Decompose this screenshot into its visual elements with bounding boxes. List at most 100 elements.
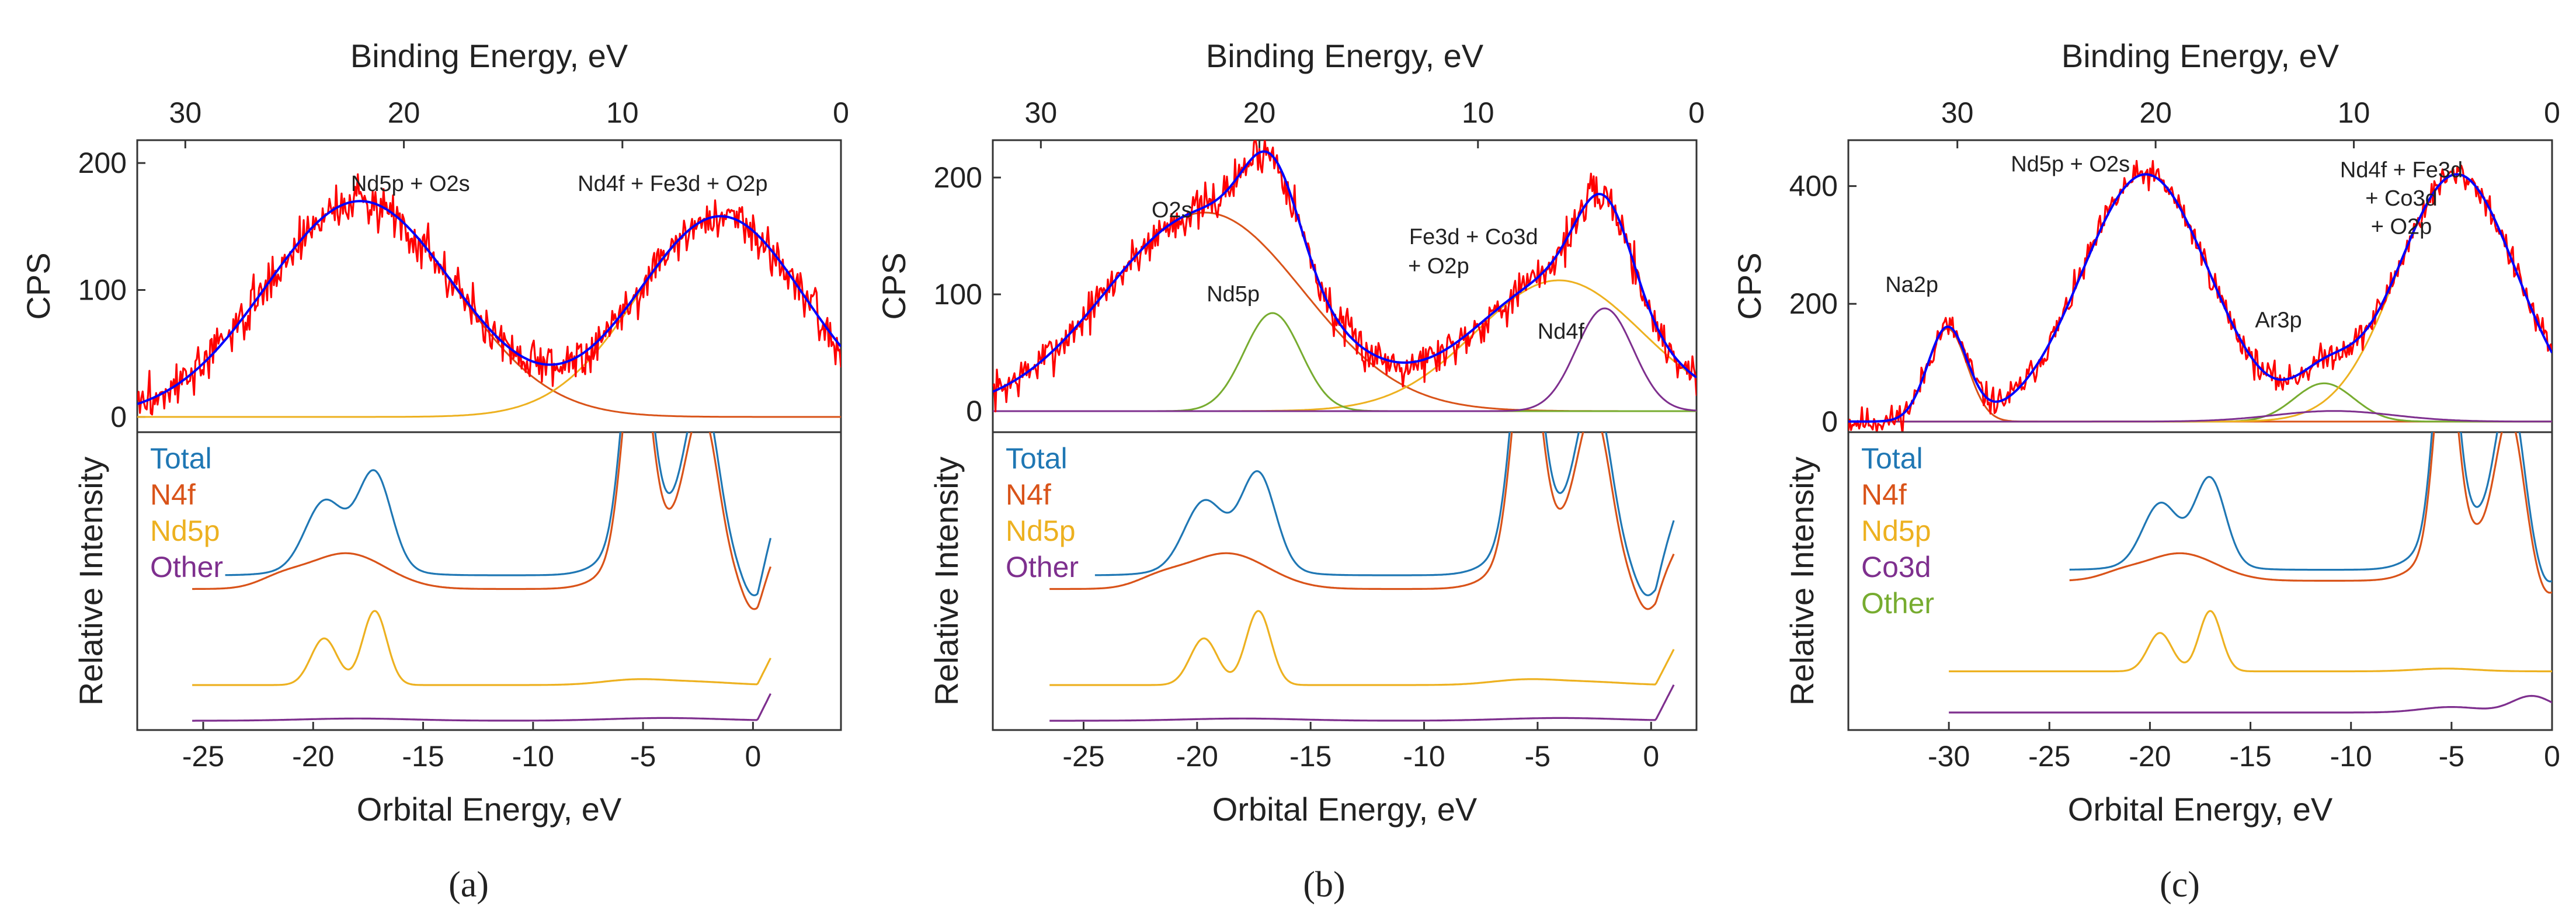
peak-annotation: Nd5p xyxy=(1207,282,1260,307)
cps-axis-title: CPS xyxy=(875,252,912,319)
cps-tick-label: 0 xyxy=(1821,405,1838,438)
top-series-na2p xyxy=(1848,328,2552,423)
bottom-curves xyxy=(192,432,772,722)
orbital-energy-tick-label: -5 xyxy=(630,740,656,773)
orbital-energy-tick-label: 0 xyxy=(1643,740,1659,773)
peak-annotation: + O2p xyxy=(2371,214,2432,239)
binding-energy-tick-label: 20 xyxy=(388,96,420,129)
orbital-energy-tick-label: -25 xyxy=(182,740,224,773)
bottom-plot-frame xyxy=(1847,431,2553,731)
bottom-plot-frame xyxy=(136,431,842,731)
binding-energy-axis-title: Binding Energy, eV xyxy=(350,37,628,74)
binding-energy-tick-label: 30 xyxy=(1025,96,1058,129)
orbital-energy-axis-title: Orbital Energy, eV xyxy=(2068,791,2333,828)
bottom-series-nd5p xyxy=(1049,610,1675,686)
orbital-energy-tick-label: 0 xyxy=(745,740,761,773)
legend-entry-other: Other xyxy=(150,551,223,583)
top-series-fit xyxy=(137,200,841,405)
binding-energy-tick-label: 20 xyxy=(1243,96,1276,129)
orbital-energy-tick-label: -10 xyxy=(1403,740,1445,773)
legend-entry-n4f: N4f xyxy=(1861,478,1907,511)
legend-entry-nd5p: Nd5p xyxy=(1006,515,1076,547)
orbital-energy-tick-label: -30 xyxy=(1928,740,1970,773)
peak-annotation: + Co3d xyxy=(2365,186,2438,211)
bottom-plot: -30 -25 -20 -15 -10 -5 0 Orbital Energy, eV Rela… xyxy=(1784,431,2560,828)
legend-entry-total: Total xyxy=(1006,442,1068,475)
peak-annotation: Fe3d + Co3d xyxy=(1409,225,1538,249)
binding-energy-tick-label: 0 xyxy=(1688,96,1705,129)
binding-energy-tick-label: 0 xyxy=(2544,96,2560,129)
bottom-series-total xyxy=(225,432,772,596)
bottom-series-co3d xyxy=(1949,694,2552,714)
binding-energy-tick-label: 20 xyxy=(2139,96,2172,129)
bottom-plot: -25 -20 -15 -10 -5 0 Orbital Energy, eV Relativ… xyxy=(72,431,842,828)
binding-energy-tick-label: 0 xyxy=(833,96,849,129)
panel-label: (c) xyxy=(2160,865,2200,905)
cps-tick-label: 200 xyxy=(934,161,982,194)
cps-tick-label: 0 xyxy=(966,395,982,428)
top-series-nd4f-fe3d-co3d-o2p xyxy=(1848,173,2552,423)
top-curves xyxy=(1848,159,2552,432)
peak-annotation: Ar3p xyxy=(2255,308,2302,333)
legend-entry-nd5p: Nd5p xyxy=(150,515,220,547)
binding-energy-tick-label: 10 xyxy=(2338,96,2370,129)
cps-tick-label: 400 xyxy=(1789,170,1838,203)
cps-axis-title: CPS xyxy=(20,252,57,319)
top-series-ar3p xyxy=(1848,382,2552,423)
orbital-energy-tick-label: -25 xyxy=(2028,740,2070,773)
orbital-energy-tick-label: 0 xyxy=(2544,740,2560,773)
orbital-energy-tick-label: -20 xyxy=(1176,740,1218,773)
bottom-plot: -25 -20 -15 -10 -5 0 Orbital Energy, eV Relativ… xyxy=(928,431,1698,828)
top-curves xyxy=(993,140,1697,413)
bottom-series-nd5p xyxy=(192,610,771,686)
top-plot-frame xyxy=(1847,139,2553,433)
orbital-energy-tick-label: -10 xyxy=(512,740,554,773)
top-series-data xyxy=(993,140,1697,413)
peak-annotation: Nd5p + O2s xyxy=(351,172,470,196)
peak-annotation: Nd5p + O2s xyxy=(2011,152,2130,176)
bottom-curves xyxy=(1049,432,1675,722)
top-curves xyxy=(137,173,841,418)
legend-entry-other: Other xyxy=(1006,551,1079,583)
binding-energy-axis-title: Binding Energy, eV xyxy=(2062,37,2339,74)
peak-annotation: Nd4f + Fe3d xyxy=(2340,158,2463,183)
binding-energy-tick-label: 30 xyxy=(169,96,202,129)
orbital-energy-tick-label: -20 xyxy=(292,740,334,773)
bottom-series-n4f xyxy=(2069,432,2552,594)
bottom-series-n4f xyxy=(192,432,772,610)
top-series-data xyxy=(1848,159,2552,432)
legend-entry-total: Total xyxy=(150,442,212,475)
legend-entry-other: Other xyxy=(1861,587,1934,620)
bottom-series-total xyxy=(2069,432,2552,583)
orbital-energy-tick-label: -5 xyxy=(1525,740,1551,773)
bottom-series-n4f xyxy=(1049,432,1675,610)
orbital-energy-tick-label: -15 xyxy=(1289,740,1332,773)
top-series-fit xyxy=(1848,173,2552,423)
panel-label: (b) xyxy=(1303,865,1345,905)
top-series-minor xyxy=(1848,410,2552,423)
orbital-energy-tick-label: -10 xyxy=(2330,740,2372,773)
orbital-energy-axis-title: Orbital Energy, eV xyxy=(357,791,622,828)
relative-intensity-axis-title: Relative Intensity xyxy=(1784,457,1820,705)
legend-entry-n4f: N4f xyxy=(150,478,196,511)
binding-energy-axis-title: Binding Energy, eV xyxy=(1206,37,1484,74)
panel-label: (a) xyxy=(449,865,489,905)
orbital-energy-tick-label: -15 xyxy=(402,740,444,773)
bottom-series-total xyxy=(1094,432,1675,596)
orbital-energy-tick-label: -15 xyxy=(2229,740,2271,773)
peak-annotation: O2s xyxy=(1152,198,1193,223)
cps-tick-label: 100 xyxy=(78,274,127,307)
legend-entry-co3d: Co3d xyxy=(1861,551,1931,583)
relative-intensity-axis-title: Relative Intensity xyxy=(928,457,965,705)
bottom-plot-frame xyxy=(992,431,1698,731)
cps-tick-label: 100 xyxy=(934,278,982,311)
bottom-series-other xyxy=(192,693,771,722)
cps-axis-title: CPS xyxy=(1731,252,1768,319)
bottom-series-nd5p xyxy=(1949,610,2552,673)
panel-c: 30 20 10 0 Binding Energy, eV 0 200 400 CPS Nd5p … xyxy=(1731,37,2560,905)
